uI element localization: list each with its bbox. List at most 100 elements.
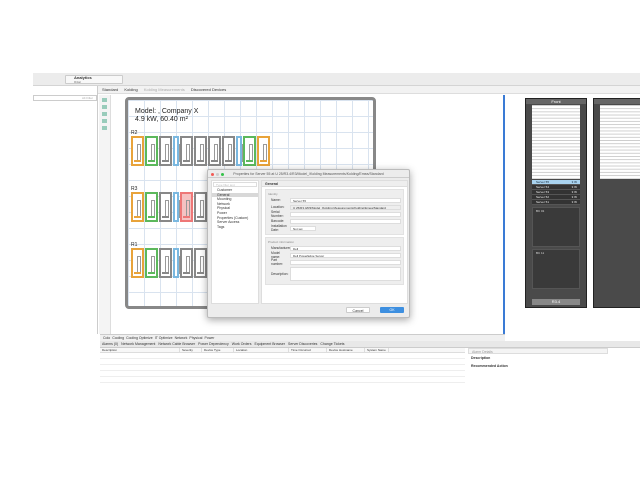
fit-icon[interactable] bbox=[102, 119, 107, 123]
view-tab[interactable]: Network bbox=[174, 336, 188, 340]
nav-item[interactable]: Tags bbox=[217, 224, 225, 229]
floor-rack[interactable] bbox=[222, 136, 235, 166]
search-input[interactable]: Alt Filter bbox=[33, 95, 97, 101]
table-row[interactable] bbox=[100, 371, 465, 377]
top-bar: Analytics Rittal bbox=[33, 73, 640, 86]
floor-rack[interactable] bbox=[194, 192, 207, 222]
floor-rack[interactable] bbox=[159, 192, 172, 222]
field-input[interactable] bbox=[290, 259, 401, 265]
floor-rack[interactable] bbox=[194, 136, 207, 166]
panel-tab[interactable]: Network Cable Browser bbox=[158, 342, 196, 346]
view-tab[interactable]: Cooling Optimize bbox=[126, 336, 153, 340]
panel-tab[interactable]: Equipment Browser bbox=[254, 342, 286, 346]
field-input[interactable]: Dell bbox=[290, 245, 401, 251]
nav-item[interactable]: Network bbox=[217, 201, 230, 206]
table-row[interactable] bbox=[100, 359, 465, 365]
splitter[interactable] bbox=[503, 95, 505, 340]
rack-server[interactable]: Server 52 3 W bbox=[532, 195, 580, 200]
form-field: Installation Date: Not set bbox=[268, 224, 401, 232]
nav-item[interactable]: General bbox=[212, 192, 258, 198]
floor-rack[interactable] bbox=[194, 248, 207, 278]
column-header[interactable]: Device Type bbox=[202, 348, 234, 352]
view-kolding-measurements[interactable]: Kolding Measurements bbox=[143, 87, 185, 92]
floor-rack[interactable] bbox=[145, 136, 158, 166]
rack-status-bar bbox=[246, 160, 253, 162]
maximize-icon[interactable] bbox=[221, 172, 224, 176]
floor-rack[interactable] bbox=[180, 136, 193, 166]
nav-item[interactable]: Server Access bbox=[217, 220, 240, 225]
field-input[interactable]: Server 55 bbox=[290, 197, 401, 203]
field-input[interactable] bbox=[290, 218, 401, 224]
close-icon[interactable] bbox=[211, 172, 214, 176]
floor-rack[interactable] bbox=[159, 136, 172, 166]
floor-rack[interactable] bbox=[180, 192, 193, 222]
field-input[interactable]: U 25/R3.4/R3/Model_/Kolding Measurements… bbox=[290, 204, 401, 210]
zoom-out-icon[interactable] bbox=[102, 112, 107, 116]
panel-tab[interactable]: Server Discoveries bbox=[288, 342, 318, 346]
floor-rack[interactable] bbox=[173, 248, 183, 278]
column-header[interactable]: Device Hostname bbox=[327, 348, 365, 352]
table-row[interactable] bbox=[100, 365, 465, 371]
rack-server[interactable]: Server 53 3 W bbox=[532, 190, 580, 195]
floor-rack[interactable] bbox=[257, 136, 270, 166]
panel-tab[interactable]: Alarms (0) bbox=[102, 342, 119, 346]
table-row[interactable] bbox=[100, 377, 465, 383]
rack-device[interactable]: BC 01 bbox=[532, 207, 580, 247]
rack-server[interactable]: Server 51 3 W bbox=[532, 200, 580, 205]
view-tab[interactable]: IT Optimize bbox=[154, 336, 173, 340]
floor-rack[interactable] bbox=[208, 136, 221, 166]
zoom-in-icon[interactable] bbox=[102, 105, 107, 109]
view-tab[interactable]: Physical bbox=[189, 336, 203, 340]
view-tab[interactable]: Power bbox=[204, 336, 215, 340]
floor-rack[interactable] bbox=[173, 136, 183, 166]
filter-input[interactable]: Type filter text bbox=[213, 182, 257, 187]
rack-front[interactable]: Front Server 55 3 W Server 54 3 W Server 53 3… bbox=[525, 98, 587, 308]
column-header[interactable]: Time Occurred bbox=[289, 348, 327, 352]
field-input[interactable] bbox=[290, 266, 401, 281]
ok-button[interactable]: OK bbox=[380, 307, 404, 313]
nav-item[interactable]: Mounting bbox=[217, 197, 232, 202]
floor-rack[interactable] bbox=[159, 248, 172, 278]
nav-item[interactable]: Customer bbox=[217, 188, 233, 192]
field-input[interactable]: Dell PowerEdge Server bbox=[290, 252, 401, 258]
view-tab[interactable]: Cooling bbox=[112, 336, 125, 340]
table-row[interactable] bbox=[100, 353, 465, 359]
rack-server[interactable]: Server 55 3 W bbox=[532, 180, 580, 185]
row-label: R2 bbox=[131, 130, 138, 136]
view-standard[interactable]: Standard bbox=[102, 87, 119, 92]
field-input[interactable] bbox=[290, 211, 401, 217]
floor-rack[interactable] bbox=[173, 192, 183, 222]
floor-rack[interactable] bbox=[145, 192, 158, 222]
panel-tab[interactable]: Work Orders bbox=[231, 342, 252, 346]
nav-item[interactable]: Power bbox=[217, 210, 227, 215]
layer-icon[interactable] bbox=[102, 126, 107, 130]
field-input[interactable]: Not set bbox=[290, 225, 316, 231]
dialog-titlebar[interactable]: Properties for Server 55 at U 25/R3.4/R3… bbox=[208, 170, 409, 178]
view-discovered-devices[interactable]: Discovered Devices bbox=[190, 87, 227, 92]
panel-tab[interactable]: Change Tickets bbox=[320, 342, 345, 346]
view-kolding[interactable]: Kolding bbox=[124, 87, 138, 92]
rack-server[interactable]: Server 54 3 W bbox=[532, 185, 580, 190]
cancel-button[interactable]: Cancel bbox=[346, 307, 370, 313]
column-header[interactable]: Description bbox=[100, 348, 180, 352]
nav-item[interactable]: Physical bbox=[217, 206, 231, 211]
floor-rack[interactable] bbox=[131, 192, 144, 222]
minimize-icon[interactable] bbox=[216, 172, 219, 176]
panel-tab[interactable]: Network Management bbox=[121, 342, 156, 346]
rack-device[interactable]: BC 11 bbox=[532, 249, 580, 289]
view-tab[interactable]: Colo bbox=[103, 336, 111, 340]
column-header[interactable]: Severity bbox=[180, 348, 202, 352]
column-header[interactable]: Location bbox=[234, 348, 289, 352]
floor-rack[interactable] bbox=[243, 136, 256, 166]
floor-rack[interactable] bbox=[131, 136, 144, 166]
floor-rack[interactable] bbox=[145, 248, 158, 278]
floor-rack[interactable] bbox=[236, 136, 246, 166]
select-tool-icon[interactable] bbox=[102, 98, 107, 102]
workspace-dropdown[interactable]: Analytics Rittal bbox=[65, 75, 123, 84]
nav-item[interactable]: Properties (Custom) bbox=[217, 215, 249, 220]
column-header[interactable]: System Name bbox=[365, 348, 389, 352]
floor-rack[interactable] bbox=[180, 248, 193, 278]
rack-next[interactable] bbox=[593, 98, 640, 308]
floor-rack[interactable] bbox=[131, 248, 144, 278]
panel-tab[interactable]: Power Dependency bbox=[198, 342, 229, 346]
